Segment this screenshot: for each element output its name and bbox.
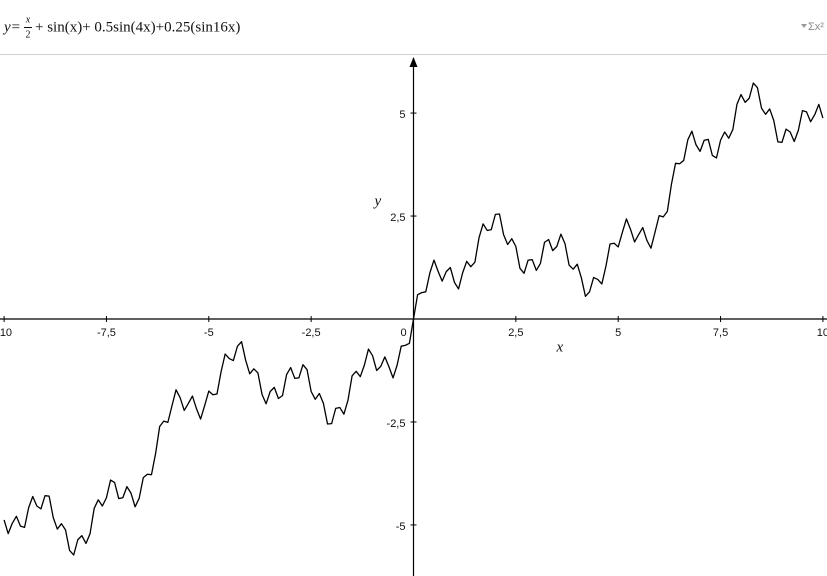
x-tick-label: 5: [615, 327, 621, 339]
equation-lhs: y=: [2, 19, 21, 35]
y-axis-arrow: [409, 57, 418, 67]
plot-area: -10 -7,5 -5 -2,5 0 2,5 5 7,5 10 -5 -2,5 2,5 5 x y: [0, 57, 827, 576]
x-axis-label: x: [556, 339, 564, 355]
y-tick-label: -2,5: [387, 418, 406, 430]
equation-fraction-numerator: x: [25, 14, 31, 25]
x-tick-label: 0: [401, 327, 407, 339]
y-tick-label: 2,5: [390, 212, 405, 224]
equation-palette-icon[interactable]: Σx²: [808, 21, 824, 33]
x-tick-label: 10: [817, 327, 827, 339]
x-tick-label: -2,5: [302, 327, 321, 339]
x-tick-label: 2,5: [508, 327, 523, 339]
y-tick-label: 5: [399, 109, 405, 121]
x-tick-label: -10: [0, 327, 12, 339]
x-tick-label: -5: [204, 327, 214, 339]
function-curve: [3, 82, 824, 556]
x-tick-label: 7,5: [713, 327, 728, 339]
y-tick-label: -5: [396, 521, 406, 533]
equation-rhs[interactable]: + sin(x)+ 0.5sin(4x)+0.25(sin16x): [35, 19, 240, 35]
x-tick-label: -7,5: [97, 327, 116, 339]
menu-triangle[interactable]: [801, 24, 807, 28]
y-axis-label: y: [373, 193, 382, 209]
equation-fraction-denominator: 2: [26, 29, 31, 40]
equation-bar: [0, 0, 827, 54]
